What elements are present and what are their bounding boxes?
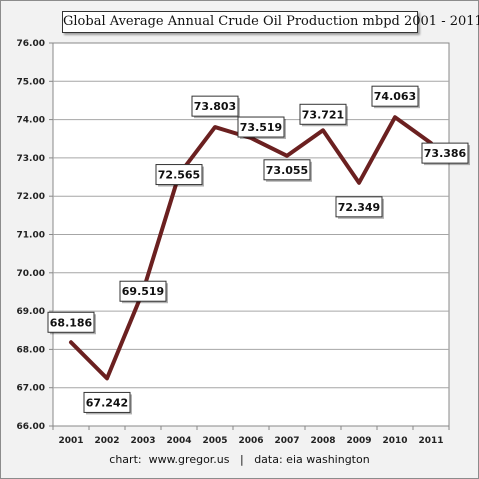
data-label-box xyxy=(263,159,311,181)
data-point xyxy=(393,115,397,119)
data-label-box xyxy=(299,103,347,125)
data-label: 73.803 xyxy=(191,95,240,119)
y-tick-label: 71.00 xyxy=(17,231,45,241)
data-label-text: 68.186 xyxy=(50,316,93,329)
data-label-box xyxy=(191,95,239,117)
data-label-text: 73.519 xyxy=(240,121,282,134)
data-label-group: 68.186 67.242 69.519 72.565 73.803 73.519 73.0… xyxy=(47,85,470,415)
y-tick-label: 69.00 xyxy=(17,307,45,317)
y-tick-label: 75.00 xyxy=(17,77,45,87)
y-tick-label: 74.00 xyxy=(17,116,45,126)
data-label-text: 74.063 xyxy=(374,90,416,103)
x-tick-label: 2003 xyxy=(130,436,155,446)
x-tick-label: 2010 xyxy=(382,436,407,446)
chart-title: Global Average Annual Crude Oil Producti… xyxy=(62,11,479,33)
x-axis-ticks: 2001 2002 2003 2004 2005 2006 2007 2008 2009 2010… xyxy=(52,426,450,446)
data-label: 73.721 xyxy=(299,103,348,127)
x-tick-label: 2011 xyxy=(418,436,443,446)
x-tick-label: 2001 xyxy=(58,436,83,446)
x-tick-label: 2002 xyxy=(94,436,119,446)
data-label-text: 73.055 xyxy=(266,164,308,177)
data-point xyxy=(213,125,217,129)
x-tick-label: 2005 xyxy=(202,436,227,446)
data-point xyxy=(357,181,361,185)
data-label: 73.519 xyxy=(237,116,286,140)
data-label-text: 72.565 xyxy=(158,169,200,182)
data-label-box xyxy=(119,280,167,302)
y-tick-label: 73.00 xyxy=(17,154,45,164)
data-label-box xyxy=(335,196,383,218)
data-label: 72.565 xyxy=(155,164,204,187)
data-point xyxy=(285,154,289,158)
data-point xyxy=(105,376,109,380)
x-tick-label: 2008 xyxy=(310,436,335,446)
data-point xyxy=(321,128,325,132)
data-label-text: 72.349 xyxy=(338,201,380,214)
y-tick-label: 76.00 xyxy=(17,39,45,49)
data-label-text: 69.519 xyxy=(122,285,164,298)
data-label-box xyxy=(371,85,419,107)
data-label-box xyxy=(237,116,285,138)
data-label-text: 73.803 xyxy=(194,100,236,113)
data-label-box xyxy=(421,142,469,164)
plot-area xyxy=(52,42,450,427)
data-label: 69.519 xyxy=(119,280,168,304)
data-label: 73.386 xyxy=(421,142,470,166)
data-label: 74.063 xyxy=(371,85,420,109)
data-label-text: 73.721 xyxy=(302,108,344,121)
y-tick-label: 67.00 xyxy=(17,384,45,394)
x-tick-label: 2007 xyxy=(274,436,299,446)
data-point xyxy=(69,340,73,344)
x-tick-label: 2006 xyxy=(238,436,263,446)
data-label: 72.349 xyxy=(335,196,384,219)
data-label-text: 67.242 xyxy=(86,396,128,409)
data-label: 73.055 xyxy=(263,159,312,182)
data-label-box xyxy=(83,391,131,413)
y-tick-label: 68.00 xyxy=(17,345,45,355)
x-tick-label: 2004 xyxy=(166,436,191,446)
data-label-box xyxy=(47,311,95,333)
data-label: 67.242 xyxy=(83,391,132,415)
y-tick-label: 70.00 xyxy=(17,269,45,279)
data-label: 68.186 xyxy=(47,311,96,335)
x-tick-label: 2009 xyxy=(346,436,371,446)
y-tick-label: 66.00 xyxy=(17,422,45,432)
y-tick-label: 72.00 xyxy=(17,192,45,202)
data-label-box xyxy=(155,164,203,186)
data-label-text: 73.386 xyxy=(424,147,467,160)
chart-credit: chart: www.gregor.us | data: eia washing… xyxy=(109,453,370,466)
y-axis-ticks: 66.00 67.00 68.00 69.00 70.00 71.00 72.00 73.00… xyxy=(17,39,53,432)
